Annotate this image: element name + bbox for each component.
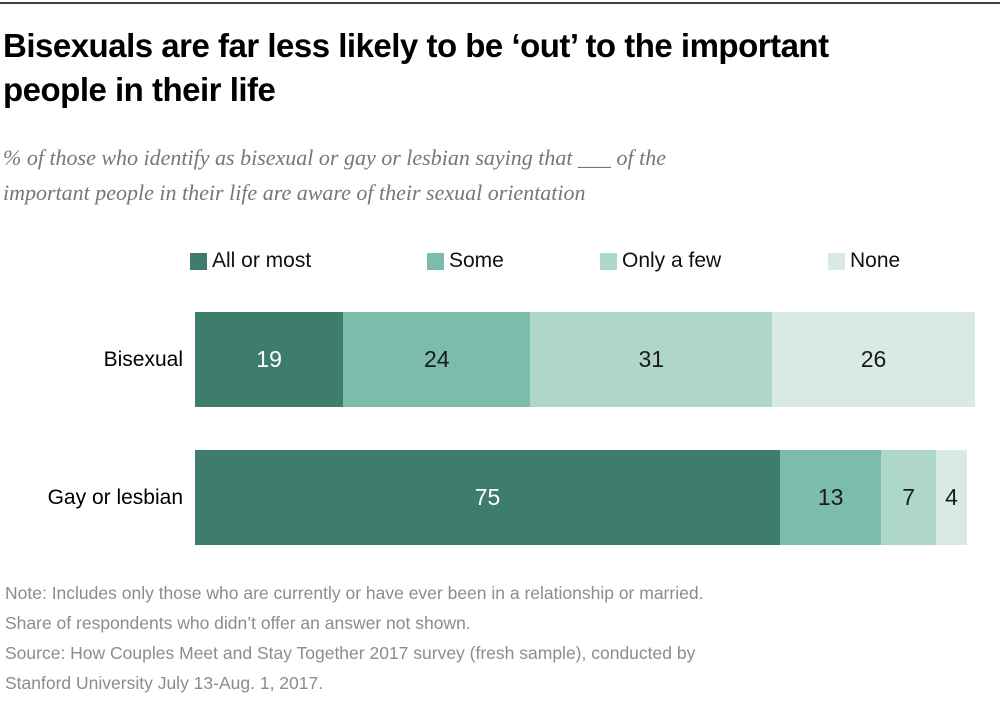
bar-segment: 4 [935,450,968,545]
legend-label: All or most [212,249,312,272]
bar-row: Bisexual 19 24 31 26 [0,312,1000,407]
note-line-1: Note: Includes only those who are curren… [5,583,704,603]
row-label: Bisexual [103,347,183,371]
footnotes: Note: Includes only those who are curren… [5,578,995,698]
legend-color-swatch [190,252,207,270]
row-label: Gay or lesbian [47,485,183,509]
legend-color-swatch [600,252,617,270]
bar-segment: 26 [772,312,975,407]
stacked-bar: 19 24 31 26 [195,312,975,407]
legend-item: Only a few [600,249,721,273]
bar-segment: 31 [530,312,773,407]
chart-subtitle-line-1: % of those who identify as bisexual or g… [3,145,666,170]
legend-item: All or most [190,249,311,273]
stacked-bar-chart: Bisexual 19 24 31 26 Gay or lesbian 75 13 7 4 [0,312,1000,588]
chart-title: Bisexuals are far less likely to be ‘out… [3,24,997,112]
bar-segment: 75 [195,450,780,545]
stacked-bar: 75 13 7 4 [195,450,975,545]
bar-segment: 24 [343,312,531,407]
legend-label: Some [449,249,504,272]
legend-item: None [828,249,900,273]
legend-item: Some [427,249,504,273]
chart-title-line-1: Bisexuals are far less likely to be ‘out… [3,27,829,64]
source-line-1: Source: How Couples Meet and Stay Togeth… [5,643,696,663]
bar-segment: 13 [780,450,882,545]
legend-color-swatch [828,252,845,270]
bar-segment: 7 [881,450,936,545]
bar-segment: 19 [195,312,344,407]
chart-subtitle-line-2: important people in their life are aware… [3,180,586,205]
chart-subtitle: % of those who identify as bisexual or g… [3,140,997,210]
legend: All or most Some Only a few None [0,249,1000,279]
top-rule [0,2,1000,4]
chart-title-line-2: people in their life [3,71,276,108]
source-line-2: Stanford University July 13-Aug. 1, 2017… [5,673,324,693]
note-line-2: Share of respondents who didn’t offer an… [5,613,471,633]
legend-color-swatch [427,252,444,270]
legend-label: None [850,249,901,272]
legend-label: Only a few [622,249,722,272]
bar-row: Gay or lesbian 75 13 7 4 [0,450,1000,545]
